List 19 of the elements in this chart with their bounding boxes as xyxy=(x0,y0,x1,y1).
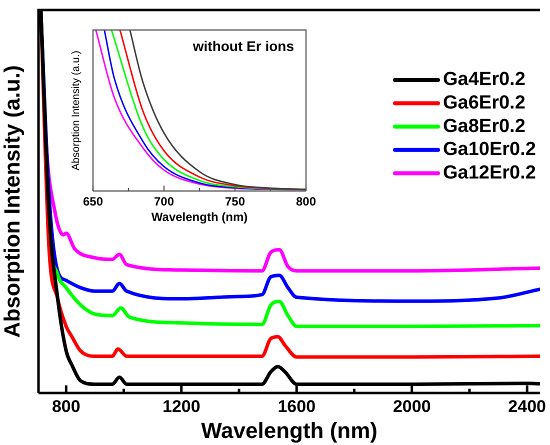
x-axis-title: Wavelength (nm) xyxy=(151,210,248,224)
x-axis-title: Wavelength (nm) xyxy=(201,418,378,443)
legend-label: Ga10Er0.2 xyxy=(443,139,536,160)
x-tick-label: 2400 xyxy=(508,396,546,416)
y-axis-title: Absorption Intensity (a.u.) xyxy=(0,65,24,338)
x-tick-label: 2000 xyxy=(392,396,431,416)
legend-label: Ga12Er0.2 xyxy=(443,162,536,184)
x-tick-label: 800 xyxy=(52,396,80,416)
x-tick-label: 650 xyxy=(82,194,104,209)
x-tick-label: 700 xyxy=(154,194,174,209)
legend-label: Ga6Er0.2 xyxy=(443,92,526,114)
legend-label: Ga8Er0.2 xyxy=(443,116,526,137)
legend-label: Ga4Er0.2 xyxy=(443,69,526,90)
y-axis-title: Absorption Intensity (a.u.) xyxy=(70,50,82,170)
x-tick-label: 1200 xyxy=(162,396,200,416)
x-tick-label: 800 xyxy=(296,194,316,209)
x-tick-label: 1600 xyxy=(278,396,316,416)
annotation: without Er ions xyxy=(192,38,294,54)
x-tick-label: 750 xyxy=(224,194,246,209)
